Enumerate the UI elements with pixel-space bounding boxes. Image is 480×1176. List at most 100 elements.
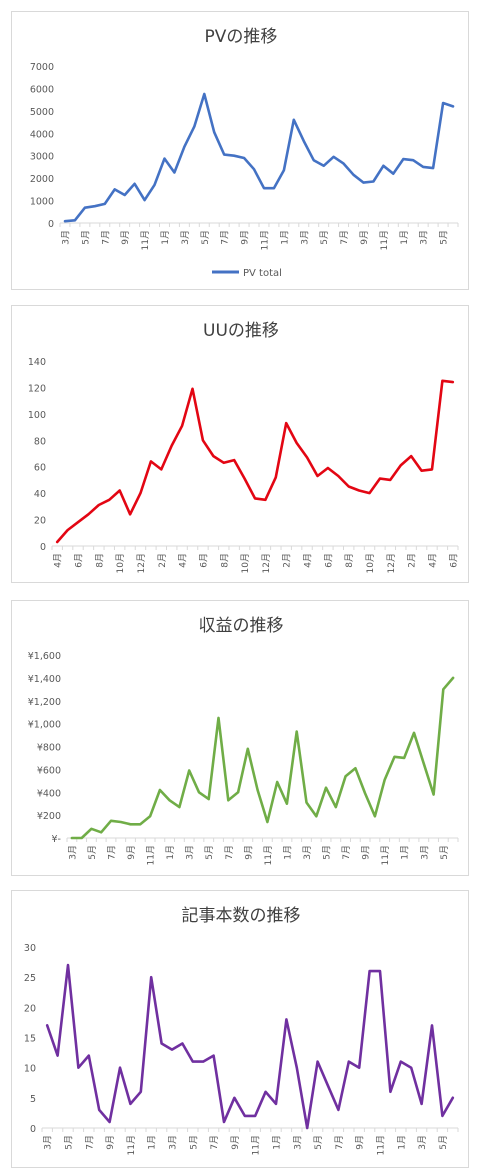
x-tick-label: 3月	[185, 845, 196, 860]
y-tick-label: 20	[34, 516, 46, 527]
x-tick-label: 5月	[64, 1135, 75, 1150]
x-tick-label: 5月	[204, 845, 215, 860]
x-tick-label: 10月	[115, 553, 126, 573]
y-tick-label: ¥600	[37, 765, 61, 776]
x-tick-label: 5月	[80, 230, 91, 245]
x-tick-label: 6月	[323, 553, 334, 568]
revenue-chart: 収益の推移 ¥- ¥200 ¥400 ¥600 ¥800 ¥1,000 ¥1,200 ¥1,4…	[28, 616, 459, 865]
y-tick-label: 100	[28, 410, 46, 421]
series-line	[55, 379, 455, 544]
x-tick-label: 1月	[272, 1135, 283, 1150]
x-tick-label: 3月	[299, 230, 310, 245]
x-tick-label: 3月	[60, 230, 71, 245]
revenue-chart-panel: 収益の推移 ¥- ¥200 ¥400 ¥600 ¥800 ¥1,000 ¥1,200 ¥1,4…	[11, 600, 469, 876]
y-tick-label: 60	[34, 463, 46, 474]
x-tick-label: 12月	[386, 553, 397, 573]
x-tick-label: 11月	[259, 230, 270, 250]
x-tick-label: 4月	[178, 553, 189, 568]
x-tick-label: 7月	[334, 1135, 345, 1150]
chart-title: PVの推移	[205, 27, 278, 47]
pv-chart-panel: PVの推移 0 1000 2000 3000 4000 5000 6000 7000 3月 5月 7…	[11, 11, 469, 290]
x-tick-label: 4月	[53, 553, 64, 568]
x-tick-label: 10月	[240, 553, 251, 573]
series-line	[63, 92, 455, 223]
x-tick-label: 1月	[279, 230, 290, 245]
articles-chart-panel: 記事本数の推移 0 5 10 15 20 25 30 3月 5月 7月 9月 11月 1月 3月 5月 7月 9…	[11, 890, 469, 1168]
x-tick-label: 3月	[292, 1135, 303, 1150]
x-tick-label: 5月	[188, 1135, 199, 1150]
pv-chart: PVの推移 0 1000 2000 3000 4000 5000 6000 7000 3月 5月 7…	[30, 27, 459, 279]
x-tick-label: 11月	[263, 845, 274, 865]
legend-label: PV total	[243, 268, 282, 279]
chart-title: 収益の推移	[199, 616, 284, 636]
series-line	[45, 963, 455, 1130]
y-tick-label: 15	[24, 1034, 36, 1045]
x-tick-label: 10月	[365, 553, 376, 573]
x-tick-label: 7月	[100, 230, 111, 245]
x-tick-label: 4月	[303, 553, 314, 568]
x-tick-label: 11月	[376, 1135, 387, 1155]
x-tick-label: 8月	[94, 553, 105, 568]
x-tick-label: 8月	[344, 553, 355, 568]
x-tick-label: 6月	[198, 553, 209, 568]
y-tick-label: ¥400	[37, 788, 61, 799]
x-tick-label: 5月	[439, 845, 450, 860]
x-tick-label: 3月	[43, 1135, 54, 1150]
x-tick-label: 5月	[87, 845, 98, 860]
y-tick-label: ¥800	[37, 743, 61, 754]
chart-title: 記事本数の推移	[182, 906, 301, 926]
x-tick-label: 1月	[147, 1135, 158, 1150]
y-tick-label: 20	[24, 1003, 36, 1014]
y-tick-label: 5000	[30, 107, 54, 118]
y-tick-label: 4000	[30, 129, 54, 140]
y-tick-label: 0	[30, 1124, 36, 1135]
x-tick-label: 5月	[322, 845, 333, 860]
x-tick-label: 11月	[126, 1135, 137, 1155]
x-tick-label: 5月	[200, 230, 211, 245]
x-tick-label: 9月	[230, 1135, 241, 1150]
x-tick-label: 9月	[240, 230, 251, 245]
x-tick-label: 7月	[220, 230, 231, 245]
x-tick-label: 3月	[67, 845, 78, 860]
x-tick-label: 3月	[419, 845, 430, 860]
x-tick-label: 9月	[355, 1135, 366, 1150]
x-tick-label: 3月	[168, 1135, 179, 1150]
y-tick-label: 10	[24, 1064, 36, 1075]
uu-chart: UUの推移 0 20 40 60 80 100 120 140 4月 6月 8月 10月 12月 2月 4月…	[28, 321, 459, 573]
x-tick-label: 4月	[427, 553, 438, 568]
x-tick-label: 7月	[209, 1135, 220, 1150]
x-tick-label: 11月	[380, 845, 391, 865]
y-tick-label: 40	[34, 489, 46, 500]
y-tick-label: 0	[40, 542, 46, 553]
y-tick-label: 30	[24, 943, 36, 954]
x-tick-label: 7月	[84, 1135, 95, 1150]
series-line	[70, 676, 455, 840]
y-tick-label: 0	[48, 219, 54, 230]
chart-title: UUの推移	[203, 321, 279, 341]
x-tick-label: 9月	[359, 230, 370, 245]
x-tick-label: 11月	[140, 230, 151, 250]
x-tick-label: 1月	[396, 1135, 407, 1150]
y-tick-label: 25	[24, 973, 36, 984]
y-tick-label: ¥1,000	[28, 720, 61, 731]
x-tick-label: 1月	[400, 845, 411, 860]
legend: PV total	[212, 268, 282, 279]
x-tick-label: 9月	[120, 230, 131, 245]
x-tick-label: 1月	[399, 230, 410, 245]
x-tick-label: 9月	[361, 845, 372, 860]
x-tick-label: 3月	[419, 230, 430, 245]
x-tick-label: 3月	[180, 230, 191, 245]
x-tick-label: 2月	[157, 553, 168, 568]
x-tick-label: 2月	[282, 553, 293, 568]
y-tick-label: ¥1,200	[28, 697, 61, 708]
y-tick-label: 2000	[30, 174, 54, 185]
x-tick-label: 1月	[165, 845, 176, 860]
x-tick-label: 3月	[417, 1135, 428, 1150]
y-tick-label: ¥200	[37, 811, 61, 822]
x-tick-label: 6月	[74, 553, 85, 568]
x-tick-label: 5月	[319, 230, 330, 245]
x-tick-label: 5月	[439, 230, 450, 245]
y-tick-label: 140	[28, 357, 46, 368]
x-tick-label: 9月	[126, 845, 137, 860]
uu-chart-panel: UUの推移 0 20 40 60 80 100 120 140 4月 6月 8月 10月 12月 2月 4月…	[11, 305, 469, 583]
